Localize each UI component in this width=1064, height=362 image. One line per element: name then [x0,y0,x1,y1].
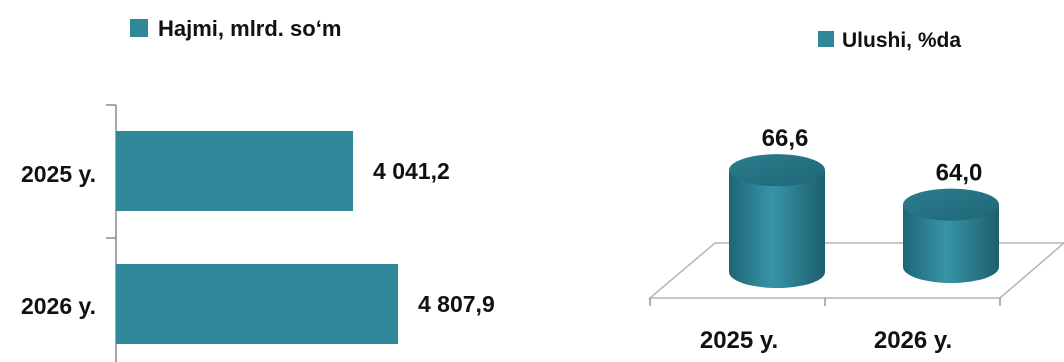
volume-data-label: 4 041,2 [373,158,450,184]
share-legend: Ulushi, %da [818,29,961,52]
volume-category-labels: 2025 y. 2026 y. [21,161,96,319]
volume-bars [116,131,398,344]
share-category-label: 2026 y. [874,327,952,354]
volume-axis [106,104,117,362]
share-cylinder-top [903,188,999,221]
share-data-label: 66,6 [762,125,809,152]
volume-data-label: 4 807,9 [418,291,495,317]
share-category-labels: 2025 y. 2026 y. [700,327,952,354]
volume-category-label: 2026 y. [21,293,96,319]
volume-legend-swatch [130,19,148,37]
volume-chart: Hajmi, mlrd. so‘m 2025 y. 2026 y. 4 041,… [21,16,495,362]
volume-legend-label: Hajmi, mlrd. so‘m [158,16,341,41]
share-cylinder-top [729,154,825,187]
volume-category-label: 2025 y. [21,161,96,187]
share-legend-label: Ulushi, %da [842,29,961,52]
share-chart: Ulushi, %da 2025 y. 2026 y. 66,6 64,0 [647,29,1064,354]
share-data-labels: 66,6 64,0 [762,125,983,187]
share-category-label: 2025 y. [700,327,778,354]
share-legend-swatch [818,31,834,47]
share-bars [729,154,999,288]
volume-bar [116,264,398,344]
share-cylinder [729,170,825,288]
share-floor-plane [647,242,1064,299]
share-floor [647,242,1064,306]
share-data-label: 64,0 [936,160,983,187]
volume-bar [116,131,354,211]
volume-legend: Hajmi, mlrd. so‘m [130,16,341,41]
share-cylinder [903,204,999,283]
volume-data-labels: 4 041,2 4 807,9 [373,158,495,317]
